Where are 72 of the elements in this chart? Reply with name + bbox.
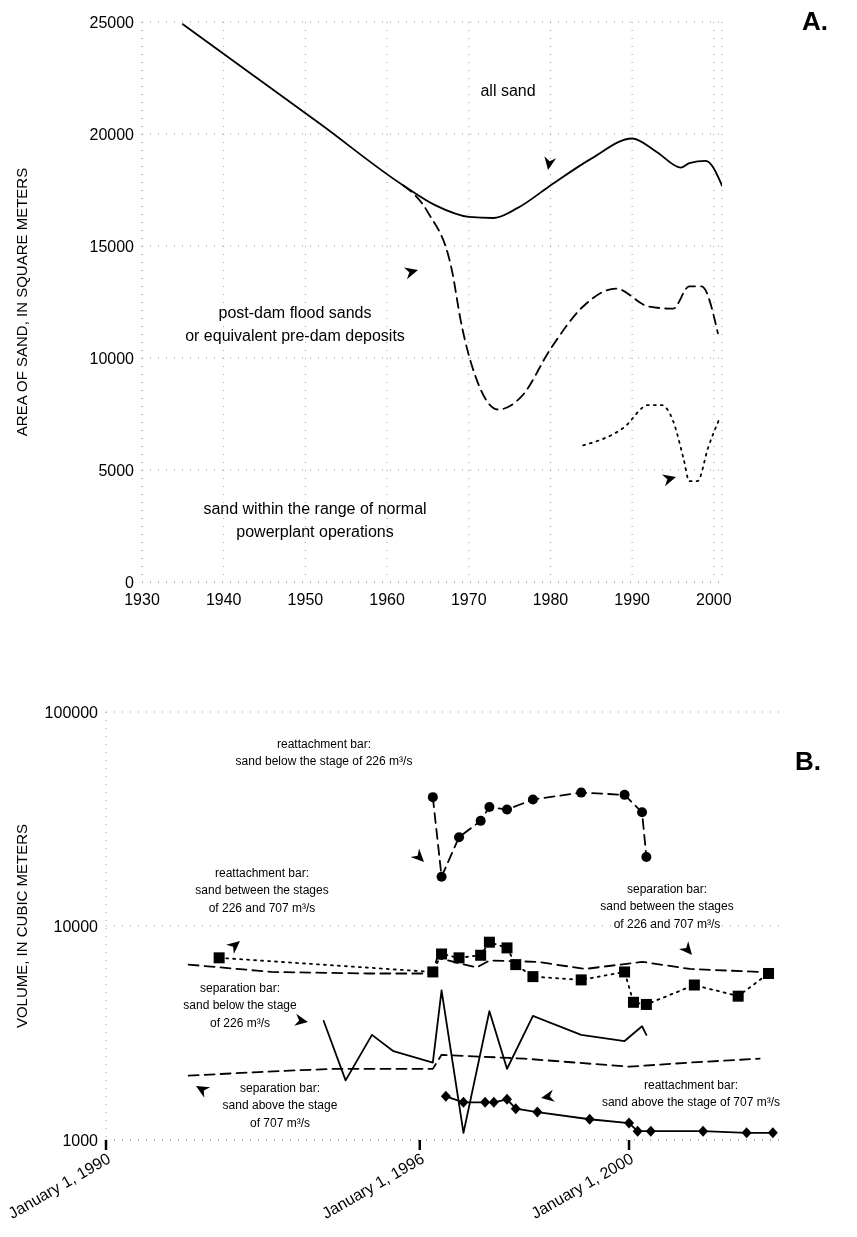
point bbox=[741, 1127, 752, 1139]
point bbox=[624, 1117, 635, 1129]
point bbox=[436, 871, 447, 882]
x-tick-label: 1950 bbox=[287, 591, 324, 609]
y-axis-title: VOLUME, IN CUBIC METERS bbox=[13, 823, 31, 1029]
point bbox=[213, 952, 225, 964]
annotation: all sand bbox=[480, 82, 536, 99]
x-tick-label: 1940 bbox=[205, 591, 242, 609]
y-tick-label: 10000 bbox=[53, 917, 99, 935]
point bbox=[453, 952, 465, 964]
point bbox=[527, 971, 539, 983]
annotation: reattachment bar: sand below the stage of 226 m³/s bbox=[235, 737, 413, 769]
y-axis-title: AREA OF SAND, IN SQUARE METERS bbox=[13, 167, 31, 437]
point bbox=[427, 966, 439, 978]
point bbox=[732, 990, 744, 1002]
annotation: separation bar: sand below the stage of 226 m³/s bbox=[183, 981, 298, 1030]
annotation: sand within the range of normal powerplant operations bbox=[203, 500, 427, 541]
line-series bbox=[582, 404, 721, 483]
y-tick-label: 15000 bbox=[89, 237, 135, 255]
y-tick-label: 1000 bbox=[62, 1131, 99, 1149]
text: A. bbox=[802, 6, 828, 36]
point bbox=[637, 807, 648, 818]
x-tick-label: 1970 bbox=[450, 591, 487, 609]
point bbox=[458, 1096, 469, 1108]
point bbox=[641, 852, 652, 863]
point bbox=[698, 1125, 709, 1137]
point bbox=[527, 794, 538, 805]
annotation: post-dam flood sands or equivalent pre-dam deposits bbox=[185, 304, 405, 345]
point bbox=[480, 1096, 491, 1108]
point bbox=[427, 792, 438, 803]
point bbox=[632, 1125, 643, 1137]
point bbox=[640, 998, 652, 1010]
y-tick-label: 25000 bbox=[89, 13, 135, 31]
x-tick-label: 1990 bbox=[614, 591, 651, 609]
y-tick-label: 5000 bbox=[98, 461, 135, 479]
annotation: reattachment bar: sand above the stage of 707 m³/s bbox=[601, 1078, 781, 1110]
point bbox=[440, 1090, 451, 1102]
point bbox=[454, 832, 465, 843]
point bbox=[619, 789, 630, 800]
point bbox=[436, 948, 448, 960]
y-tick-label: 100000 bbox=[44, 703, 99, 721]
point bbox=[510, 1103, 521, 1115]
x-tick-label: 1980 bbox=[532, 591, 569, 609]
x-tick-label: 2000 bbox=[696, 591, 732, 609]
point bbox=[510, 959, 522, 971]
point bbox=[502, 804, 513, 815]
point bbox=[488, 1096, 499, 1108]
point bbox=[501, 942, 513, 954]
y-tick-label: 0 bbox=[125, 573, 135, 591]
text: B. bbox=[795, 746, 821, 776]
point bbox=[484, 801, 495, 812]
point bbox=[475, 815, 486, 826]
annotation: separation bar: sand between the stages of 226 and 707 m³/s bbox=[600, 882, 734, 931]
point bbox=[688, 979, 700, 991]
point bbox=[532, 1106, 543, 1118]
point bbox=[645, 1125, 656, 1137]
x-tick-label: 1960 bbox=[369, 591, 405, 609]
y-tick-label: 20000 bbox=[89, 125, 135, 143]
y-tick-label: 10000 bbox=[89, 349, 135, 367]
annotation: separation bar: sand above the stage of 707 m³/s bbox=[222, 1081, 338, 1130]
point bbox=[767, 1127, 778, 1139]
point bbox=[576, 787, 587, 798]
point bbox=[584, 1113, 595, 1125]
point bbox=[619, 966, 631, 978]
point bbox=[483, 936, 495, 948]
point bbox=[475, 949, 487, 961]
point bbox=[575, 974, 587, 986]
x-tick-label: 1930 bbox=[124, 591, 160, 609]
annotation: reattachment bar: sand between the stages of 226 and 707 m³/s bbox=[195, 866, 329, 915]
point bbox=[502, 1093, 513, 1105]
point bbox=[627, 996, 639, 1008]
point bbox=[763, 967, 775, 979]
